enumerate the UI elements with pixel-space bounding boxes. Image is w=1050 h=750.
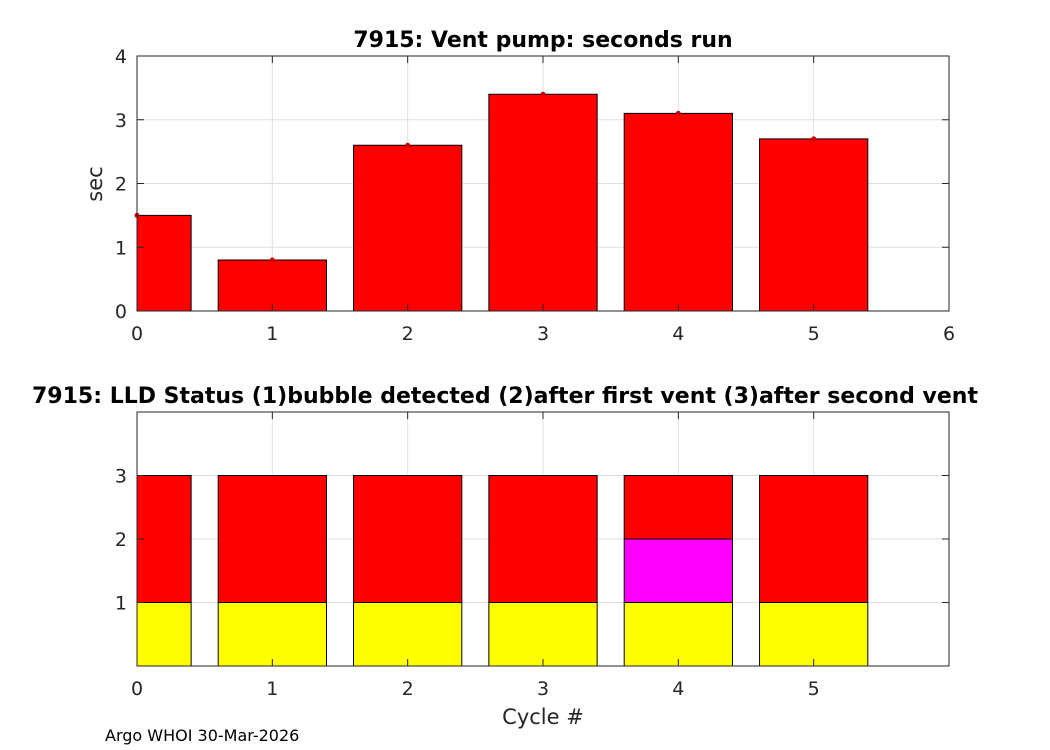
vent-pump-y-tick-label: 3 [115,110,127,132]
vent-pump-bar [759,138,869,311]
vent-pump-x-tick-label: 2 [402,323,414,345]
vent-pump-y-label: sec [83,166,107,201]
vent-pump-chart: 7915: Vent pump: seconds run sec 0 1 2 3 4 5 6… [83,28,955,345]
vent-pump-point [269,257,275,263]
vent-pump-y-tick-label: 2 [115,174,127,196]
lld-status-x-tick-label: 1 [266,678,278,700]
lld-status-x-tick-label: 4 [672,678,684,700]
lld-status-chart: 7915: LLD Status (1)bubble detected (2)a… [32,384,978,729]
lld-status-bar-segment [353,475,463,603]
lld-status-y-tick-label: 2 [115,529,127,551]
vent-pump-x-tick-label: 0 [131,323,143,345]
vent-pump-point [811,136,817,142]
vent-pump-point [675,110,681,116]
vent-pump-x-tick-label: 1 [266,323,278,345]
lld-status-bar-segment [217,602,327,666]
vent-pump-bar [217,259,327,311]
vent-pump-bars [137,93,869,311]
lld-status-x-tick-label: 5 [808,678,820,700]
lld-status-chart-title: 7915: LLD Status (1)bubble detected (2)a… [32,384,978,409]
vent-pump-y-tick-label: 0 [115,301,127,323]
lld-status-bars [137,475,869,666]
vent-pump-bar [623,112,733,311]
footer-text: Argo WHOI 30-Mar-2026 [105,726,299,745]
lld-status-bar-segment [217,475,327,603]
lld-status-x-label: Cycle # [502,705,584,729]
lld-status-bar-segment [759,475,869,603]
lld-status-y-tick-label: 1 [115,593,127,615]
lld-status-x-tick-label: 3 [537,678,549,700]
vent-pump-point [540,91,546,97]
lld-status-bar-segment [353,602,463,666]
vent-pump-bar [353,144,463,311]
lld-status-bar-segment [137,475,192,603]
lld-status-bar-segment [623,538,733,603]
vent-pump-bar [137,214,192,311]
vent-pump-y-tick-label: 4 [115,46,127,68]
lld-status-bar-segment [623,602,733,666]
vent-pump-y-tick-label: 1 [115,237,127,259]
vent-pump-x-tick-label: 6 [943,323,955,345]
vent-pump-x-tick-label: 3 [537,323,549,345]
vent-pump-point [405,142,411,148]
vent-pump-x-tick-label: 5 [808,323,820,345]
lld-status-bar-segment [488,602,598,666]
vent-pump-bar [488,93,598,311]
lld-status-bar-segment [488,475,598,603]
vent-pump-x-tick-label: 4 [672,323,684,345]
vent-pump-chart-title: 7915: Vent pump: seconds run [353,28,732,53]
lld-status-x-tick-label: 2 [402,678,414,700]
lld-status-x-tick-label: 0 [131,678,143,700]
lld-status-bar-segment [759,602,869,666]
lld-status-bar-segment [623,475,733,540]
lld-status-y-tick-label: 3 [115,466,127,488]
